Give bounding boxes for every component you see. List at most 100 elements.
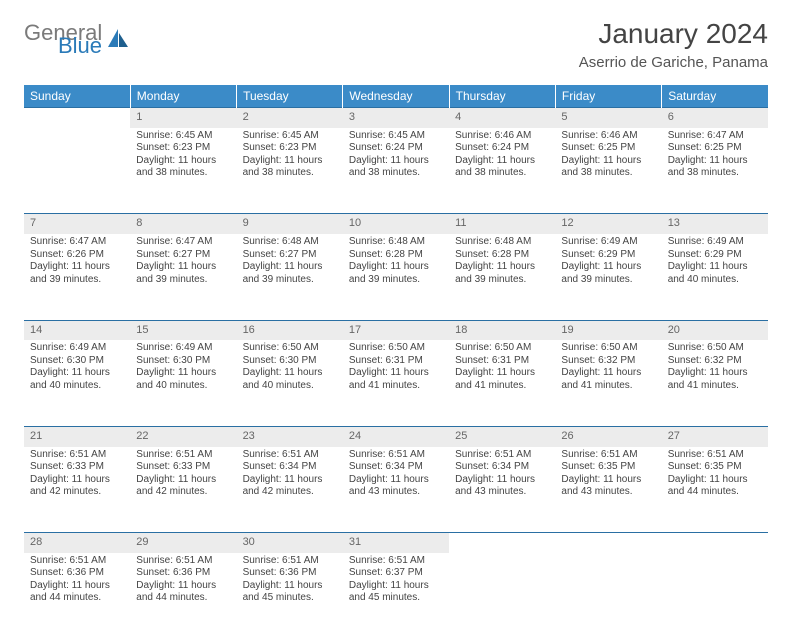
daylight-text: Daylight: 11 hours and 39 minutes.: [30, 261, 124, 286]
week-daynum-row: 78910111213: [24, 214, 768, 234]
day-number-cell: 24: [343, 426, 449, 446]
sunset-text: Sunset: 6:37 PM: [349, 567, 443, 580]
day-cell: Sunrise: 6:49 AMSunset: 6:30 PMDaylight:…: [24, 340, 130, 426]
day-cell: Sunrise: 6:47 AMSunset: 6:27 PMDaylight:…: [130, 234, 236, 320]
day-cell: [24, 128, 130, 214]
daylight-text: Daylight: 11 hours and 44 minutes.: [30, 580, 124, 605]
sail-icon: [106, 27, 130, 54]
week-daynum-row: 123456: [24, 108, 768, 128]
day-cell: [662, 553, 768, 639]
sunset-text: Sunset: 6:33 PM: [30, 461, 124, 474]
sunrise-text: Sunrise: 6:51 AM: [243, 449, 337, 462]
sunrise-text: Sunrise: 6:51 AM: [136, 555, 230, 568]
daylight-text: Daylight: 11 hours and 40 minutes.: [668, 261, 762, 286]
day-cell: Sunrise: 6:49 AMSunset: 6:29 PMDaylight:…: [555, 234, 661, 320]
day-cell: Sunrise: 6:49 AMSunset: 6:30 PMDaylight:…: [130, 340, 236, 426]
day-cell: [449, 553, 555, 639]
day-number-cell: [24, 108, 130, 128]
sunset-text: Sunset: 6:29 PM: [561, 249, 655, 262]
sunrise-text: Sunrise: 6:47 AM: [136, 236, 230, 249]
sunrise-text: Sunrise: 6:51 AM: [243, 555, 337, 568]
sunrise-text: Sunrise: 6:50 AM: [243, 342, 337, 355]
day-cell: Sunrise: 6:50 AMSunset: 6:32 PMDaylight:…: [662, 340, 768, 426]
day-number-cell: 20: [662, 320, 768, 340]
sunset-text: Sunset: 6:36 PM: [136, 567, 230, 580]
daylight-text: Daylight: 11 hours and 41 minutes.: [455, 367, 549, 392]
day-number-cell: 16: [237, 320, 343, 340]
daylight-text: Daylight: 11 hours and 41 minutes.: [349, 367, 443, 392]
daylight-text: Daylight: 11 hours and 39 minutes.: [243, 261, 337, 286]
week-body-row: Sunrise: 6:47 AMSunset: 6:26 PMDaylight:…: [24, 234, 768, 320]
daylight-text: Daylight: 11 hours and 41 minutes.: [668, 367, 762, 392]
sunset-text: Sunset: 6:23 PM: [243, 142, 337, 155]
day-number-cell: 12: [555, 214, 661, 234]
day-cell: Sunrise: 6:48 AMSunset: 6:28 PMDaylight:…: [343, 234, 449, 320]
sunset-text: Sunset: 6:36 PM: [30, 567, 124, 580]
day-number-cell: 19: [555, 320, 661, 340]
day-header-row: Sunday Monday Tuesday Wednesday Thursday…: [24, 85, 768, 108]
day-number-cell: 1: [130, 108, 236, 128]
sunrise-text: Sunrise: 6:50 AM: [561, 342, 655, 355]
day-number-cell: [555, 533, 661, 553]
sunset-text: Sunset: 6:26 PM: [30, 249, 124, 262]
sunrise-text: Sunrise: 6:51 AM: [349, 449, 443, 462]
day-number-cell: 29: [130, 533, 236, 553]
day-cell: Sunrise: 6:51 AMSunset: 6:36 PMDaylight:…: [130, 553, 236, 639]
day-header: Monday: [130, 85, 236, 108]
sunrise-text: Sunrise: 6:49 AM: [136, 342, 230, 355]
sunrise-text: Sunrise: 6:50 AM: [349, 342, 443, 355]
sunset-text: Sunset: 6:30 PM: [136, 355, 230, 368]
day-number-cell: 6: [662, 108, 768, 128]
day-cell: Sunrise: 6:51 AMSunset: 6:35 PMDaylight:…: [555, 447, 661, 533]
day-cell: Sunrise: 6:50 AMSunset: 6:31 PMDaylight:…: [449, 340, 555, 426]
day-number-cell: 2: [237, 108, 343, 128]
daylight-text: Daylight: 11 hours and 45 minutes.: [349, 580, 443, 605]
day-header: Wednesday: [343, 85, 449, 108]
day-header: Tuesday: [237, 85, 343, 108]
week-body-row: Sunrise: 6:51 AMSunset: 6:36 PMDaylight:…: [24, 553, 768, 639]
day-number-cell: 15: [130, 320, 236, 340]
sunset-text: Sunset: 6:31 PM: [455, 355, 549, 368]
daylight-text: Daylight: 11 hours and 38 minutes.: [668, 155, 762, 180]
logo: General Blue: [24, 24, 130, 55]
sunrise-text: Sunrise: 6:51 AM: [561, 449, 655, 462]
day-header: Sunday: [24, 85, 130, 108]
day-cell: Sunrise: 6:45 AMSunset: 6:24 PMDaylight:…: [343, 128, 449, 214]
sunrise-text: Sunrise: 6:45 AM: [243, 130, 337, 143]
daylight-text: Daylight: 11 hours and 38 minutes.: [243, 155, 337, 180]
day-cell: Sunrise: 6:51 AMSunset: 6:33 PMDaylight:…: [24, 447, 130, 533]
sunset-text: Sunset: 6:25 PM: [668, 142, 762, 155]
daylight-text: Daylight: 11 hours and 41 minutes.: [561, 367, 655, 392]
sunset-text: Sunset: 6:29 PM: [668, 249, 762, 262]
day-number-cell: 4: [449, 108, 555, 128]
day-header: Thursday: [449, 85, 555, 108]
day-number-cell: 21: [24, 426, 130, 446]
day-number-cell: 18: [449, 320, 555, 340]
sunset-text: Sunset: 6:32 PM: [561, 355, 655, 368]
sunset-text: Sunset: 6:23 PM: [136, 142, 230, 155]
day-number-cell: 28: [24, 533, 130, 553]
daylight-text: Daylight: 11 hours and 43 minutes.: [561, 474, 655, 499]
day-number-cell: 11: [449, 214, 555, 234]
week-body-row: Sunrise: 6:51 AMSunset: 6:33 PMDaylight:…: [24, 447, 768, 533]
sunrise-text: Sunrise: 6:46 AM: [561, 130, 655, 143]
day-number-cell: 26: [555, 426, 661, 446]
header: General Blue January 2024 Aserrio de Gar…: [24, 18, 768, 71]
sunrise-text: Sunrise: 6:48 AM: [455, 236, 549, 249]
daylight-text: Daylight: 11 hours and 39 minutes.: [349, 261, 443, 286]
day-number-cell: 30: [237, 533, 343, 553]
day-number-cell: 25: [449, 426, 555, 446]
daylight-text: Daylight: 11 hours and 38 minutes.: [349, 155, 443, 180]
daylight-text: Daylight: 11 hours and 43 minutes.: [349, 474, 443, 499]
sunset-text: Sunset: 6:25 PM: [561, 142, 655, 155]
sunrise-text: Sunrise: 6:51 AM: [30, 449, 124, 462]
day-header: Friday: [555, 85, 661, 108]
daylight-text: Daylight: 11 hours and 40 minutes.: [136, 367, 230, 392]
day-cell: Sunrise: 6:51 AMSunset: 6:34 PMDaylight:…: [449, 447, 555, 533]
daylight-text: Daylight: 11 hours and 40 minutes.: [30, 367, 124, 392]
daylight-text: Daylight: 11 hours and 45 minutes.: [243, 580, 337, 605]
day-number-cell: [662, 533, 768, 553]
day-cell: Sunrise: 6:50 AMSunset: 6:32 PMDaylight:…: [555, 340, 661, 426]
day-cell: Sunrise: 6:47 AMSunset: 6:26 PMDaylight:…: [24, 234, 130, 320]
day-number-cell: 5: [555, 108, 661, 128]
